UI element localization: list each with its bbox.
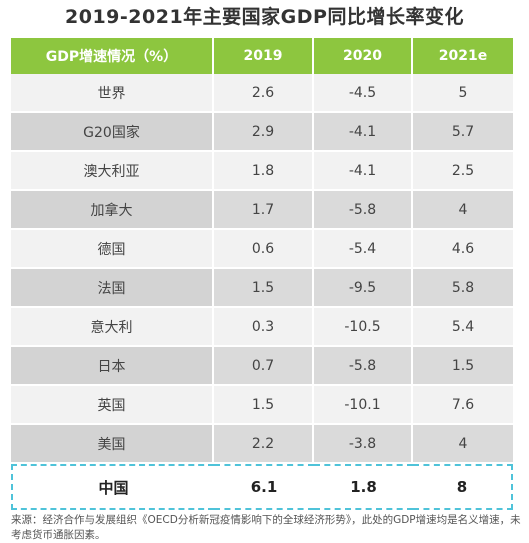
row-value: 1.5 (214, 386, 314, 425)
row-value: -5.8 (314, 347, 413, 386)
gdp-table: GDP增速情况（%） 2019 2020 2021e 世界 2.6 -4.5 5 G20… (11, 38, 513, 510)
row-value: -3.8 (314, 425, 413, 464)
row-country: 世界 (11, 74, 214, 113)
row-country: 法国 (11, 269, 214, 308)
row-value: -4.5 (314, 74, 413, 113)
table-row: 美国 2.2 -3.8 4 (11, 425, 513, 464)
row-value: 1.5 (413, 347, 513, 386)
table-row: 日本 0.7 -5.8 1.5 (11, 347, 513, 386)
row-value: 8 (413, 464, 513, 510)
row-value: 5.8 (413, 269, 513, 308)
chart-title: 2019-2021年主要国家GDP同比增长率变化 (65, 6, 464, 28)
header-2021e: 2021e (413, 38, 513, 74)
row-value: 2.6 (214, 74, 314, 113)
header-2020: 2020 (314, 38, 413, 74)
row-value: -5.8 (314, 191, 413, 230)
row-value: 1.8 (314, 464, 413, 510)
row-value: -10.5 (314, 308, 413, 347)
row-value: -9.5 (314, 269, 413, 308)
row-value: -4.1 (314, 113, 413, 152)
row-country: 美国 (11, 425, 214, 464)
table-row: 德国 0.6 -5.4 4.6 (11, 230, 513, 269)
table-row: 加拿大 1.7 -5.8 4 (11, 191, 513, 230)
table-row: 法国 1.5 -9.5 5.8 (11, 269, 513, 308)
row-value: 7.6 (413, 386, 513, 425)
row-value: 1.5 (214, 269, 314, 308)
row-value: 4.6 (413, 230, 513, 269)
row-country: 英国 (11, 386, 214, 425)
row-value: 5.4 (413, 308, 513, 347)
row-value: 5.7 (413, 113, 513, 152)
table-row: 世界 2.6 -4.5 5 (11, 74, 513, 113)
row-value: -10.1 (314, 386, 413, 425)
row-value: 2.9 (214, 113, 314, 152)
row-country: G20国家 (11, 113, 214, 152)
table-header-row: GDP增速情况（%） 2019 2020 2021e (11, 38, 513, 74)
table-row: 英国 1.5 -10.1 7.6 (11, 386, 513, 425)
header-label: GDP增速情况（%） (11, 38, 214, 74)
table-row: G20国家 2.9 -4.1 5.7 (11, 113, 513, 152)
row-country: 意大利 (11, 308, 214, 347)
row-value: 4 (413, 191, 513, 230)
table-row: 澳大利亚 1.8 -4.1 2.5 (11, 152, 513, 191)
row-value: 4 (413, 425, 513, 464)
row-value: -5.4 (314, 230, 413, 269)
row-value: 2.5 (413, 152, 513, 191)
source-note: 来源：经济合作与发展组织《OECD分析新冠疫情影响下的全球经济形势》，此处的GD… (11, 514, 521, 541)
header-2019: 2019 (214, 38, 314, 74)
row-country: 日本 (11, 347, 214, 386)
row-value: 0.3 (214, 308, 314, 347)
row-value: 0.6 (214, 230, 314, 269)
highlight-row-china: 中国 6.1 1.8 8 (11, 464, 513, 510)
row-value: 5 (413, 74, 513, 113)
row-value: -4.1 (314, 152, 413, 191)
row-country: 加拿大 (11, 191, 214, 230)
row-country: 澳大利亚 (11, 152, 214, 191)
row-value: 2.2 (214, 425, 314, 464)
row-value: 0.7 (214, 347, 314, 386)
row-country: 中国 (11, 464, 214, 510)
table-row: 意大利 0.3 -10.5 5.4 (11, 308, 513, 347)
row-value: 1.8 (214, 152, 314, 191)
row-country: 德国 (11, 230, 214, 269)
row-value: 1.7 (214, 191, 314, 230)
row-value: 6.1 (214, 464, 314, 510)
